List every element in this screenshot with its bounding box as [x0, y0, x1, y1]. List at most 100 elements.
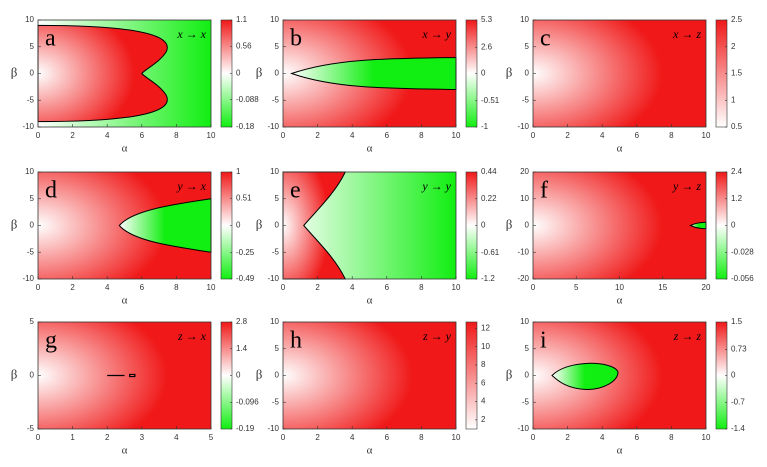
- annotation: y → x: [176, 179, 206, 193]
- y-axis-label: β: [506, 64, 513, 79]
- x-tick-label: 4: [600, 131, 605, 140]
- x-tick-label: 6: [385, 283, 390, 292]
- x-axis-label: α: [367, 143, 373, 155]
- y-tick-label: 0: [275, 371, 280, 380]
- panel: 0 2 4 6 8 10 -10 -5 0 5 10 α β d y → x 1 0.51 0 -0.25 -0.49: [11, 167, 255, 306]
- colorbar-tick-label: -0.088: [236, 95, 259, 104]
- colorbar-tick-label: 0: [236, 371, 241, 380]
- panel: 0 2 4 6 8 10 -10 -5 0 5 10 α β e y → y 0.44 0.22 0 -0.61 -1…: [256, 167, 500, 306]
- colorbar-tick-label: 0.73: [731, 345, 747, 354]
- y-tick-label: 10: [520, 194, 529, 203]
- x-axis-label: α: [617, 295, 623, 307]
- colorbar-tick-label: 0.22: [481, 194, 497, 203]
- annotation: z → y: [422, 329, 452, 343]
- x-tick-label: 10: [452, 433, 461, 442]
- colorbar-tick-label: 2.6: [481, 42, 493, 51]
- x-axis-label: α: [122, 295, 128, 307]
- colorbar-tick-label: -1.4: [731, 424, 745, 433]
- panel: 0 2 4 6 8 10 -10 -5 0 5 10 α β i z → z 1.5 0.73 0 -0.7 -1.4: [506, 317, 747, 457]
- colorbar-tick-label: 0.5: [731, 122, 743, 131]
- panel: 0 5 10 15 20 -20 -10 0 10 20 α β f y → z 2.4 1.2 0 -0.028…: [506, 167, 755, 307]
- colorbar-tick-label: -0.61: [481, 248, 500, 257]
- x-tick-label: 6: [385, 131, 390, 140]
- colorbar-tick-label: -0.51: [481, 96, 500, 105]
- y-tick-label: 20: [520, 167, 529, 176]
- x-tick-label: 2: [565, 131, 570, 140]
- x-tick-label: 10: [702, 433, 711, 442]
- x-tick-label: 2: [315, 131, 320, 140]
- y-tick-label: -10: [267, 424, 279, 433]
- x-tick-label: 10: [207, 283, 216, 292]
- y-tick-label: -10: [22, 122, 34, 131]
- y-tick-label: 5: [30, 317, 35, 326]
- x-tick-label: 4: [350, 131, 355, 140]
- y-tick-label: -5: [522, 95, 530, 104]
- x-tick-label: 4: [174, 433, 179, 442]
- y-tick-label: -10: [517, 122, 529, 131]
- y-tick-label: 10: [270, 317, 279, 326]
- heatmap: [283, 322, 456, 429]
- y-tick-label: -5: [27, 424, 35, 433]
- colorbar-tick-label: 2: [731, 42, 736, 51]
- y-tick-label: 5: [30, 194, 35, 203]
- y-tick-label: 0: [275, 69, 280, 78]
- y-tick-label: 0: [525, 69, 530, 78]
- x-tick-label: 6: [385, 433, 390, 442]
- panel: 0 2 4 6 8 10 -10 -5 0 5 10 α β b x → y 5.3 2.6 0 -0.51 -1: [256, 15, 500, 155]
- y-axis-label: β: [11, 216, 18, 231]
- annotation: z → z: [673, 329, 702, 343]
- colorbar-tick-label: -0.056: [731, 274, 754, 283]
- colorbar-tick-label: 0: [236, 221, 241, 230]
- x-tick-label: 15: [658, 283, 667, 292]
- y-axis-label: β: [506, 216, 513, 231]
- region: [38, 25, 167, 121]
- colorbar-tick-label: -0.18: [236, 122, 255, 131]
- x-tick-label: 10: [615, 283, 624, 292]
- panel-label: a: [45, 26, 56, 52]
- colorbar-tick-label: 2.8: [236, 317, 248, 326]
- x-tick-label: 4: [105, 283, 110, 292]
- x-tick-label: 6: [140, 131, 145, 140]
- colorbar-tick-label: 1.1: [236, 15, 248, 24]
- x-tick-label: 8: [419, 283, 424, 292]
- y-axis-label: β: [256, 216, 263, 231]
- colorbar-tick-label: -0.49: [236, 274, 255, 283]
- contour: [130, 374, 135, 376]
- colorbar-tick-label: 5.3: [481, 15, 493, 24]
- y-tick-label: -5: [27, 95, 35, 104]
- colorbar-tick-label: 2.5: [731, 15, 743, 24]
- x-axis-label: α: [617, 445, 623, 457]
- y-axis-label: β: [506, 366, 513, 381]
- x-tick-label: 10: [452, 131, 461, 140]
- panel-label: d: [45, 178, 57, 204]
- y-tick-label: -5: [522, 397, 530, 406]
- colorbar-tick-label: -1: [481, 122, 489, 131]
- x-tick-label: 2: [565, 433, 570, 442]
- x-tick-label: 0: [36, 131, 41, 140]
- x-tick-label: 8: [419, 131, 424, 140]
- x-tick-label: 0: [531, 131, 536, 140]
- y-tick-label: -10: [267, 274, 279, 283]
- panel-label: c: [540, 26, 551, 52]
- y-tick-label: 5: [30, 42, 35, 51]
- y-tick-label: 0: [30, 69, 35, 78]
- annotation: z → x: [177, 329, 207, 343]
- colorbar-tick-label: 12: [481, 324, 490, 333]
- x-axis-label: α: [367, 295, 373, 307]
- colorbar: [465, 321, 478, 430]
- panel-label: h: [290, 328, 302, 354]
- x-tick-label: 2: [315, 283, 320, 292]
- y-tick-label: 10: [25, 15, 34, 24]
- x-tick-label: 8: [174, 283, 179, 292]
- x-tick-label: 1: [70, 433, 75, 442]
- x-tick-label: 5: [209, 433, 214, 442]
- colorbar-tick-label: 0: [731, 221, 736, 230]
- x-tick-label: 10: [702, 131, 711, 140]
- panel: 0 2 4 6 8 10 -10 -5 0 5 10 α β h z → y 12 10 8 6 4 2: [256, 317, 491, 456]
- y-tick-label: 5: [275, 42, 280, 51]
- x-tick-label: 4: [350, 433, 355, 442]
- panel: 0 2 4 6 8 10 -10 -5 0 5 10 α β a x → x 1.1 0.56 0 -0.088 -0…: [11, 15, 259, 154]
- x-tick-label: 0: [36, 283, 41, 292]
- y-tick-label: -5: [272, 95, 280, 104]
- y-tick-label: 0: [525, 221, 530, 230]
